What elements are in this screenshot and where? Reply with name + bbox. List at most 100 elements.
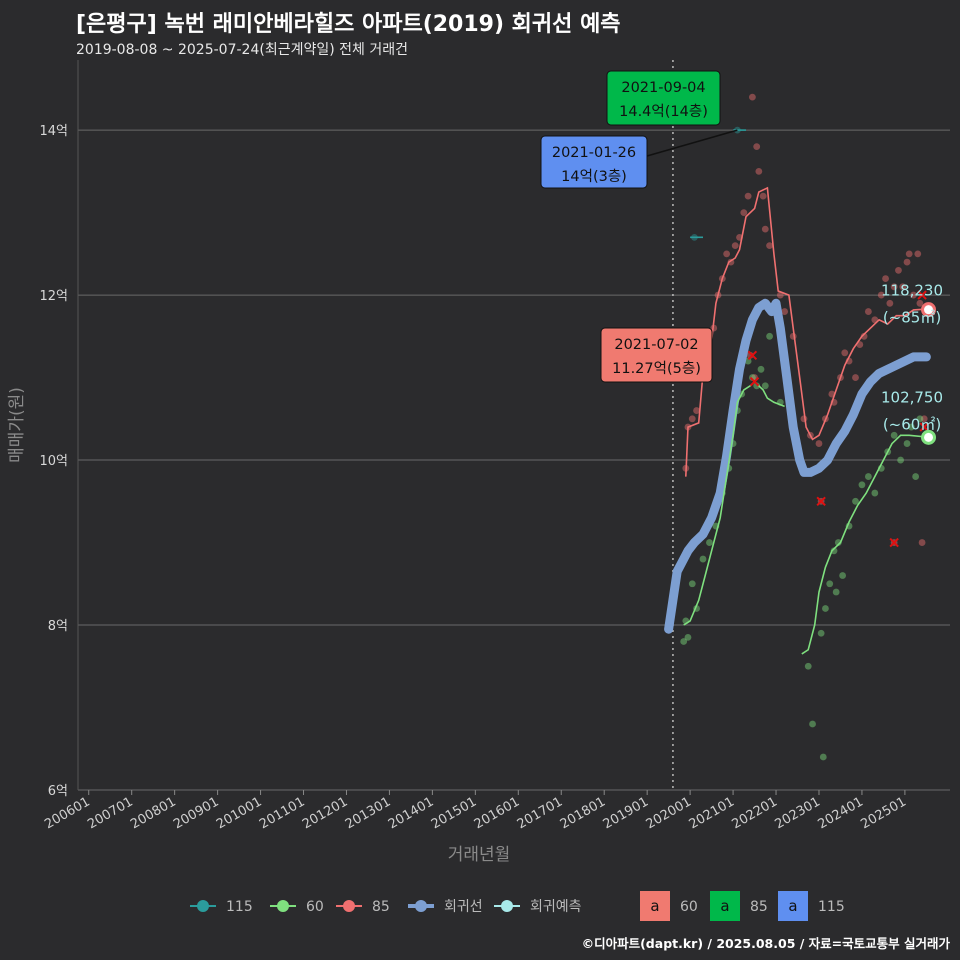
- point-60: [858, 481, 866, 489]
- forecast-area-label: (~85㎡): [883, 309, 941, 327]
- point-60: [706, 539, 713, 546]
- x-tick-label: 201701: [515, 794, 565, 832]
- legend-dot-swatch: [277, 900, 289, 912]
- point-60: [903, 440, 911, 447]
- point-85: [882, 275, 889, 282]
- legend-label: 회귀예측: [530, 899, 582, 915]
- legend-box-letter: a: [650, 897, 659, 915]
- regression-line: [664, 298, 931, 634]
- point-85: [890, 283, 898, 291]
- x-tick-label: 202101: [687, 794, 737, 832]
- legend-label: 회귀선: [444, 899, 483, 915]
- x-tick-label: 200701: [85, 794, 135, 832]
- point-85: [886, 299, 894, 307]
- point-85: [903, 258, 911, 266]
- series-line-60: [683, 380, 785, 626]
- point-85: [781, 308, 789, 315]
- point-60: [699, 555, 707, 563]
- annotation-value: 14억(3층): [561, 168, 627, 185]
- y-tick-label: 6억: [48, 784, 68, 799]
- point-85: [761, 225, 769, 233]
- annotation-leader: [646, 129, 738, 157]
- point-85: [899, 283, 907, 291]
- x-tick-label: 201401: [386, 794, 436, 832]
- point-85: [895, 266, 902, 274]
- point-85: [723, 250, 731, 258]
- point-60: [809, 720, 816, 728]
- highlight-marker: [917, 290, 927, 300]
- highlight-marker: [747, 350, 758, 361]
- x-tick-label: 202001: [644, 794, 694, 832]
- legend-box-letter: a: [720, 897, 729, 915]
- point-60: [749, 374, 756, 381]
- x-axis-title: 거래년월: [448, 845, 511, 865]
- x-tick-label: 201801: [558, 794, 608, 832]
- point-60: [864, 473, 872, 480]
- series-line-85: [685, 186, 927, 477]
- annotation-box: [606, 70, 721, 126]
- point-60: [684, 634, 692, 641]
- point-85: [852, 374, 859, 381]
- annotation-value: 14.4억(14층): [619, 103, 708, 120]
- x-tick-label: 200601: [42, 794, 92, 832]
- point-85: [918, 539, 926, 546]
- forecast-value-label: 102,750: [881, 388, 943, 406]
- highlight-marker: [749, 376, 760, 387]
- highlight-marker: [919, 422, 929, 432]
- forecast-value-label: 118,230: [881, 282, 943, 300]
- legend-box-swatch: [710, 891, 740, 921]
- legend-label: 85: [750, 899, 768, 915]
- annotation-box: [540, 135, 648, 189]
- legend-box-swatch: [640, 891, 670, 921]
- forecast-area-label: (~60㎡): [883, 415, 941, 433]
- x-tick-label: 202201: [730, 794, 780, 832]
- point-60: [830, 547, 838, 555]
- x-tick-label: 201501: [429, 794, 479, 832]
- point-60: [916, 415, 924, 423]
- annotation-date: 2021-07-02: [614, 337, 698, 353]
- legend-label: 115: [226, 899, 253, 915]
- point-85: [815, 440, 823, 447]
- legend-label: 60: [680, 899, 698, 915]
- y-tick-label: 8억: [48, 619, 68, 634]
- x-tick-label: 202501: [858, 794, 908, 832]
- point-85: [877, 291, 885, 299]
- x-tick-label: 202401: [815, 794, 865, 832]
- point-60: [871, 489, 879, 497]
- chart-title: [은평구] 녹번 래미안베라힐즈 아파트(2019) 회귀선 예측: [76, 12, 621, 37]
- point-60: [852, 497, 859, 505]
- legend-label: 115: [818, 899, 845, 915]
- point-60: [817, 629, 825, 637]
- legend-dot-swatch: [501, 900, 513, 912]
- point-85: [759, 192, 767, 200]
- point-85: [766, 242, 773, 249]
- x-tick-label: 201601: [472, 794, 522, 832]
- point-85: [916, 299, 924, 307]
- x-tick-label: 201201: [300, 794, 350, 832]
- chart-subtitle: 2019-08-08 ~ 2025-07-24(최근계약일) 전체 거래건: [76, 42, 408, 58]
- point-85: [910, 291, 917, 299]
- point-60: [834, 539, 842, 546]
- highlight-marker: [816, 496, 826, 507]
- point-85: [914, 250, 922, 258]
- y-tick-label: 14억: [39, 124, 68, 139]
- point-60: [744, 357, 752, 365]
- legend-label: 85: [372, 899, 390, 915]
- point-60: [839, 572, 847, 579]
- point-85: [841, 349, 849, 357]
- point-60: [757, 365, 765, 373]
- axes: 6억8억10억12억14억200601200701200801200901201…: [7, 124, 909, 865]
- point-60: [832, 588, 840, 596]
- y-axis-title: 매매가(원): [7, 387, 27, 463]
- point-85: [776, 291, 784, 299]
- x-tick-label: 201001: [214, 794, 264, 832]
- legend-box-letter: a: [788, 897, 797, 915]
- series-line-60: [801, 434, 927, 655]
- forecast-point-85: [921, 302, 937, 318]
- point-60: [761, 382, 769, 390]
- point-60: [822, 605, 829, 612]
- point-60: [890, 431, 898, 439]
- point-85: [755, 167, 763, 175]
- legend-dot-swatch: [197, 900, 209, 912]
- legend: 115 60 85 회귀선 회귀예측 a 60 a 85 a 115: [190, 891, 845, 921]
